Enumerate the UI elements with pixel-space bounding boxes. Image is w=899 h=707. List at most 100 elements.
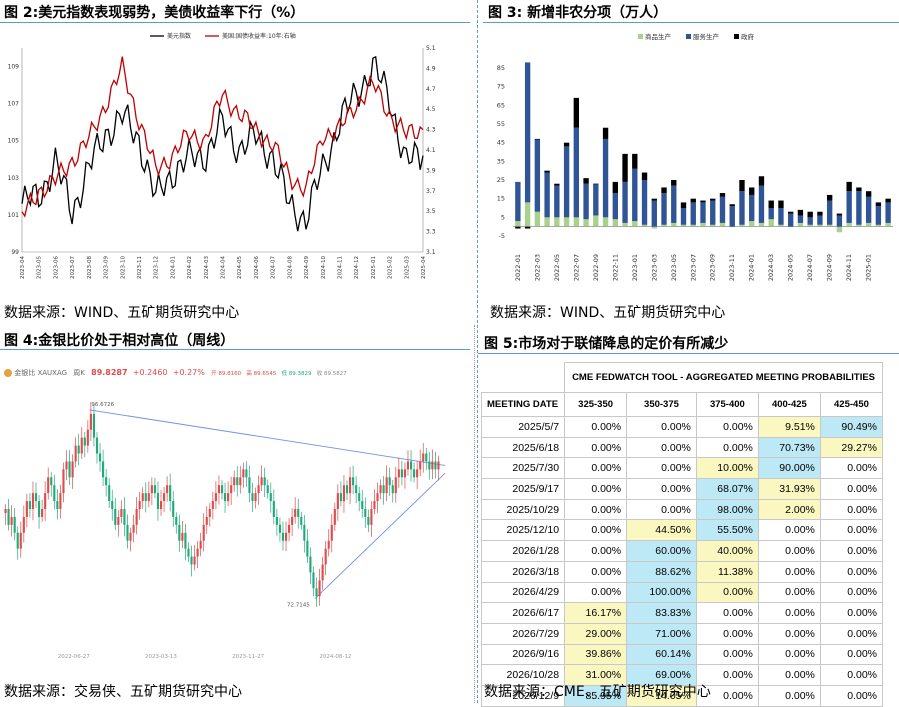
fig3-x-tick: 2023-07 bbox=[689, 254, 697, 281]
fig2-series-line-0 bbox=[21, 55, 424, 232]
meeting-date-cell: 2026/6/17 bbox=[480, 602, 566, 624]
fig3-bar-1 bbox=[534, 138, 541, 212]
meeting-date-cell: 2025/9/17 bbox=[480, 478, 566, 500]
probability-cell: 0.00% bbox=[757, 684, 821, 707]
fig4-low: 低 89.3829 bbox=[281, 371, 312, 377]
fig3-bar-2 bbox=[758, 176, 765, 186]
fig4-low-label: 72.7145 bbox=[287, 603, 310, 609]
fig3-bar-1 bbox=[778, 208, 784, 225]
probability-cell: 0.00% bbox=[819, 478, 884, 500]
probability-cell: 0.00% bbox=[564, 498, 628, 521]
fig3-bar-0 bbox=[807, 224, 813, 227]
fig2-right-tick: 5.1 bbox=[426, 45, 436, 52]
fig3-bar-2 bbox=[524, 226, 531, 229]
probability-cell: 31.93% bbox=[757, 478, 821, 500]
probability-cell: 0.00% bbox=[757, 622, 821, 645]
fig3-bar-0 bbox=[865, 222, 872, 227]
fig2-left-tick: 109 bbox=[8, 64, 20, 71]
fig3-bar-2 bbox=[690, 198, 696, 203]
fig3-bar-0 bbox=[544, 217, 550, 227]
probability-cell: 0.00% bbox=[757, 664, 821, 686]
fig3-x-tick: 2025-01 bbox=[865, 254, 873, 281]
fig2-chart: 99 101 103 105 107 109 3.1 3.3 3.5 3.7 3.9 4.1 4.3 4.… bbox=[8, 32, 436, 279]
fig2-x-tick: 2024-10 bbox=[321, 256, 327, 279]
fig3-bar-1 bbox=[739, 191, 745, 225]
table-col-header: 425-450 bbox=[819, 392, 884, 417]
table-col-header: MEETING DATE bbox=[480, 392, 566, 417]
fig4-price: 89.8287 bbox=[91, 368, 128, 377]
fig4-candle-body bbox=[163, 493, 166, 502]
fig4-candle-body bbox=[294, 509, 297, 517]
fig3-bar-0 bbox=[856, 224, 862, 227]
fig3-bar-0 bbox=[602, 217, 609, 227]
probability-cell: 0.00% bbox=[564, 519, 628, 542]
fig4-candle-body bbox=[205, 516, 208, 525]
fig2-right-tick: 4.7 bbox=[426, 86, 436, 93]
fig3-bar-1 bbox=[719, 196, 726, 223]
fig4-candle-body bbox=[19, 532, 22, 549]
fig3-bar-0 bbox=[788, 226, 794, 228]
meeting-date-cell: 2025/12/10 bbox=[480, 519, 566, 542]
fig3-bar-2 bbox=[826, 194, 833, 201]
fig3-x-tick: 2024-11 bbox=[845, 254, 853, 281]
fig4-candle-body bbox=[132, 524, 135, 533]
fig2-x-tick: 2025-04 bbox=[421, 256, 427, 279]
fig4-candle-body bbox=[233, 477, 236, 486]
fig4-symbol[interactable]: 金银比 XAUXAG bbox=[14, 369, 68, 377]
fig4-candle-body bbox=[257, 485, 260, 494]
fig3-y-tick: 65 bbox=[497, 101, 505, 109]
fig4-title: 图 4:金银比价处于相对高位（周线） bbox=[4, 333, 235, 349]
fig4-candle-body bbox=[312, 572, 315, 589]
fig3-x-tick: 2023-01 bbox=[631, 254, 639, 281]
fig4-open: 开 89.8160 bbox=[211, 371, 242, 377]
fig2-left-tick: 101 bbox=[8, 212, 20, 219]
fig4-candle-body bbox=[120, 509, 123, 517]
fig3-bar-0 bbox=[700, 222, 706, 227]
fig4-candle-body bbox=[236, 477, 239, 486]
fig4-candle-body bbox=[321, 564, 324, 581]
fig4-candle-body bbox=[13, 516, 16, 533]
fig4-candle-body bbox=[275, 516, 278, 525]
fig4-candle-body bbox=[129, 532, 132, 541]
fig2-left-tick: 105 bbox=[8, 138, 20, 145]
fig4-candle-body bbox=[7, 509, 10, 525]
probability-cell: 0.00% bbox=[757, 560, 821, 583]
fig2-right-tick: 3.1 bbox=[426, 249, 436, 256]
fig5-title: 图 5:市场对于联储降息的定价有所减少 bbox=[484, 336, 729, 352]
fig4-candle-body bbox=[141, 493, 144, 502]
fig4-candle-body bbox=[373, 501, 376, 509]
fig4-candle-body bbox=[385, 477, 388, 494]
probability-cell: 0.00% bbox=[695, 643, 759, 666]
fig4-candle-body bbox=[254, 493, 257, 502]
fig4-candle-body bbox=[348, 477, 352, 494]
fig3-x-tick: 2024-09 bbox=[826, 254, 834, 281]
fig3-bar-2 bbox=[534, 138, 541, 140]
fig4-high-label: 96.6726 bbox=[91, 402, 114, 408]
fig3-bar-1 bbox=[612, 193, 618, 220]
probability-cell: 0.00% bbox=[626, 416, 697, 438]
fig3-title: 图 3: 新增非农分项（万人） bbox=[488, 5, 668, 21]
fig2-x-tick: 2025-02 bbox=[388, 256, 394, 279]
table-col-header: 400-425 bbox=[757, 392, 821, 417]
fig2-right-tick: 3.3 bbox=[426, 229, 436, 236]
fig3-bar-1 bbox=[544, 172, 550, 218]
fig3-bar-1 bbox=[758, 185, 765, 223]
fig3-bar-2 bbox=[739, 180, 745, 192]
fig4-candle-body bbox=[68, 461, 71, 478]
fig2-right-tick: 3.5 bbox=[426, 208, 436, 215]
fig4-period[interactable]: 周K bbox=[73, 369, 85, 377]
fig4-candle-body bbox=[251, 493, 254, 502]
table-row: 2026/7/29 29.00% 71.00% 0.00% 0.00% 0.00% bbox=[480, 622, 884, 645]
fig2-left-tick: 99 bbox=[11, 249, 19, 256]
fig3-bar-0 bbox=[680, 224, 687, 227]
fig3-bar-1 bbox=[671, 185, 677, 223]
fig4-candle-body bbox=[425, 453, 428, 462]
fig3-x-tick: 2022-07 bbox=[572, 254, 580, 281]
fig2-right-tick: 4.1 bbox=[426, 147, 436, 154]
fig3-y-tick: 75 bbox=[497, 83, 505, 91]
fig3-bar-1 bbox=[632, 168, 638, 222]
probability-cell: 88.62% bbox=[626, 560, 697, 583]
fig3-legend-label-0: 商品生产 bbox=[645, 32, 672, 41]
fig3-bar-2 bbox=[729, 204, 735, 207]
fig3-y-tick: 45 bbox=[497, 139, 505, 147]
